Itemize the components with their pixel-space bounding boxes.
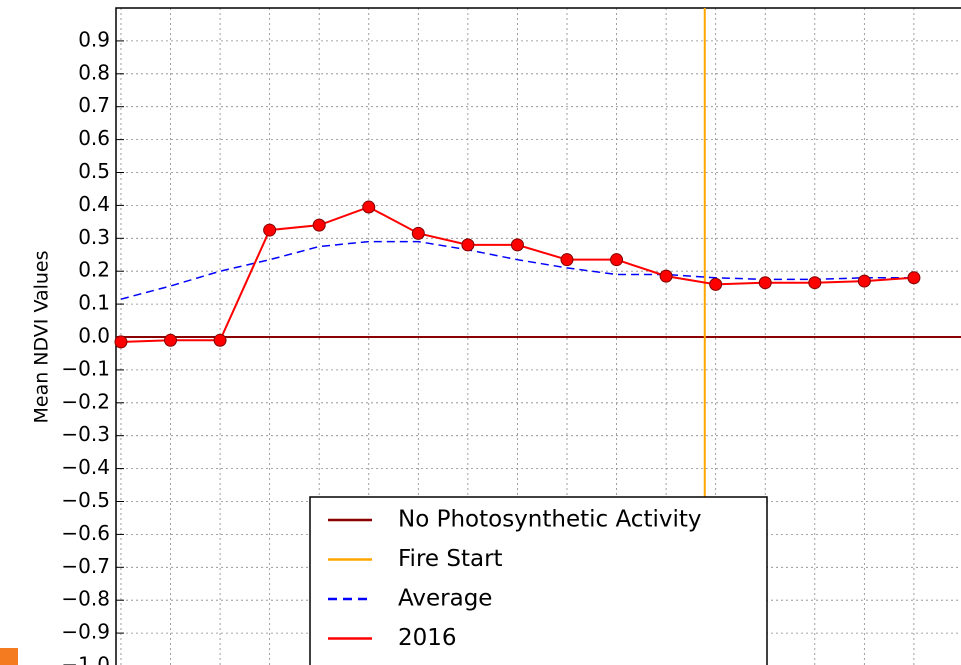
data-point: [610, 253, 624, 267]
data-point: [907, 271, 921, 285]
legend-box: [309, 496, 768, 665]
y-tick-label: 0.1: [78, 291, 110, 315]
y-tick-label: −0.1: [61, 356, 110, 380]
data-point: [857, 274, 871, 288]
data-point: [808, 276, 822, 290]
y-tick-label: 0.6: [78, 126, 110, 150]
y-tick-label: 0.9: [78, 27, 110, 51]
y-tick-label: 0.3: [78, 225, 110, 249]
y-tick-label: −0.2: [61, 389, 110, 413]
y-tick-label: −1.0: [61, 653, 110, 665]
y-tick-label: −0.6: [61, 521, 110, 545]
data-point: [510, 238, 524, 252]
y-tick-label: 0.7: [78, 93, 110, 117]
data-point: [312, 218, 326, 232]
y-axis-label: Mean NDVI Values: [31, 250, 53, 423]
legend-label: No Photosynthetic Activity: [398, 507, 702, 533]
y-tick-label: −0.3: [61, 422, 110, 446]
data-point: [758, 276, 772, 290]
legend-label: Average: [398, 586, 492, 612]
data-point: [659, 269, 673, 283]
data-point: [411, 226, 425, 240]
data-point: [362, 200, 376, 214]
data-point: [263, 223, 277, 237]
y-tick-label: −0.8: [61, 587, 110, 611]
y-tick-label: −0.9: [61, 620, 110, 644]
data-point: [709, 277, 723, 291]
y-tick-label: 0.5: [78, 159, 110, 183]
y-tick-label: 0.4: [78, 192, 110, 216]
y-tick-label: 0.0: [78, 324, 110, 348]
data-point: [461, 238, 475, 252]
y-tick-label: −0.5: [61, 488, 110, 512]
data-point: [560, 253, 574, 267]
data-point: [164, 333, 178, 347]
y-tick-label: 0.2: [78, 258, 110, 282]
data-point: [213, 333, 227, 347]
corner-badge: [0, 648, 18, 665]
data-point: [114, 335, 128, 349]
y-tick-label: −0.4: [61, 455, 110, 479]
legend-label: 2016: [398, 625, 457, 651]
y-tick-label: −0.7: [61, 554, 110, 578]
legend-label: Fire Start: [398, 546, 503, 572]
series-line: [120, 240, 914, 300]
y-tick-label: 0.8: [78, 60, 110, 84]
